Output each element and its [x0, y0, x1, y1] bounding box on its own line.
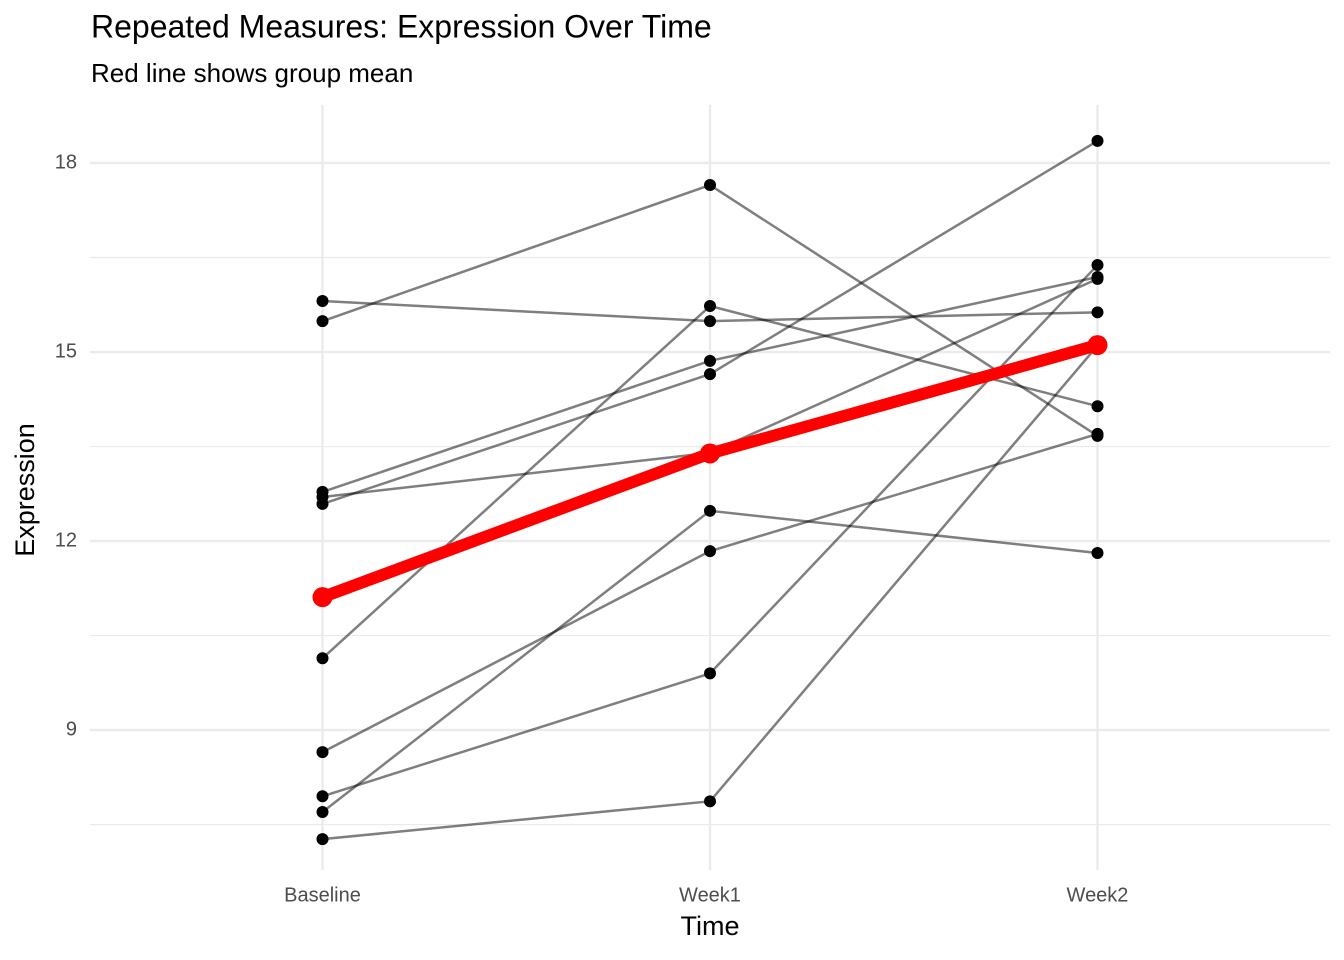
- subject-point: [1091, 134, 1104, 147]
- subject-point: [316, 833, 329, 846]
- subject-point: [316, 652, 329, 665]
- subject-point: [1091, 272, 1104, 285]
- subject-point: [704, 300, 716, 313]
- mean-point: [312, 587, 333, 608]
- mean-point: [700, 443, 720, 464]
- subject-point: [704, 545, 716, 558]
- subject-point: [1091, 427, 1104, 440]
- subject-point: [316, 790, 329, 803]
- x-tick-label: Baseline: [284, 884, 361, 906]
- y-tick-label: 12: [55, 529, 77, 551]
- x-axis-title: Time: [681, 911, 740, 941]
- subject-point: [316, 315, 329, 328]
- subject-point: [704, 354, 716, 367]
- subject-point: [704, 504, 716, 517]
- subject-point: [704, 667, 716, 680]
- subject-point: [316, 806, 329, 819]
- subject-point: [316, 746, 329, 759]
- subject-point: [316, 294, 329, 307]
- subject-point: [704, 795, 716, 808]
- subject-point: [316, 497, 329, 510]
- y-tick-label: 18: [55, 151, 77, 173]
- subject-point: [1091, 259, 1104, 272]
- chart-title: Repeated Measures: Expression Over Time: [91, 8, 712, 44]
- subject-point: [1091, 306, 1104, 319]
- subject-point: [1091, 547, 1104, 560]
- x-tick-label: Week2: [1067, 884, 1129, 906]
- subject-point: [704, 315, 716, 328]
- subject-point: [704, 368, 716, 381]
- y-axis-title: Expression: [10, 423, 40, 557]
- y-tick-label: 15: [55, 340, 77, 362]
- x-tick-label: Week1: [679, 884, 741, 906]
- mean-point: [1087, 335, 1108, 356]
- subject-point: [1091, 400, 1104, 413]
- subject-point: [704, 179, 716, 192]
- chart-subtitle: Red line shows group mean: [91, 58, 413, 88]
- y-tick-label: 9: [66, 718, 77, 740]
